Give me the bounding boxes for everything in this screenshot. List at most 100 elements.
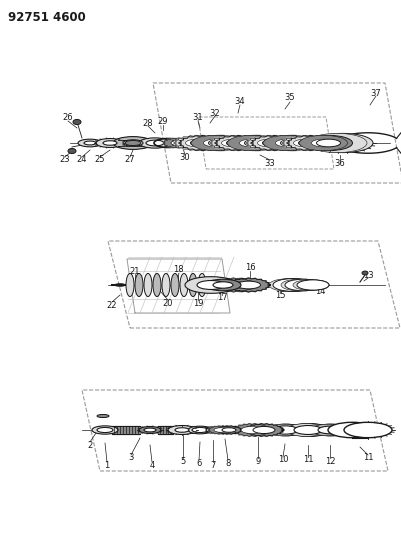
Ellipse shape	[192, 135, 239, 151]
Text: 24: 24	[77, 156, 87, 165]
Ellipse shape	[307, 133, 367, 152]
Ellipse shape	[241, 426, 263, 433]
Ellipse shape	[144, 428, 156, 432]
Ellipse shape	[222, 428, 236, 432]
Text: 21: 21	[130, 266, 140, 276]
Polygon shape	[174, 135, 221, 151]
Ellipse shape	[344, 422, 392, 438]
Ellipse shape	[313, 133, 373, 152]
Ellipse shape	[267, 424, 303, 436]
Ellipse shape	[297, 280, 329, 290]
Ellipse shape	[197, 280, 225, 289]
Text: 34: 34	[235, 96, 245, 106]
Ellipse shape	[103, 141, 117, 145]
Polygon shape	[178, 135, 227, 151]
Text: 30: 30	[180, 154, 190, 163]
Text: 20: 20	[163, 298, 173, 308]
Text: 5: 5	[180, 456, 186, 465]
Ellipse shape	[203, 139, 227, 147]
Polygon shape	[282, 135, 330, 151]
Ellipse shape	[139, 138, 171, 148]
Ellipse shape	[185, 277, 237, 293]
Ellipse shape	[237, 281, 261, 289]
Ellipse shape	[294, 425, 322, 434]
Ellipse shape	[162, 273, 170, 296]
Text: 11: 11	[303, 456, 313, 464]
Polygon shape	[211, 278, 255, 292]
Ellipse shape	[245, 139, 269, 147]
Ellipse shape	[294, 139, 318, 147]
Text: 33: 33	[265, 158, 275, 167]
Text: 36: 36	[334, 158, 345, 167]
Ellipse shape	[275, 139, 300, 147]
Text: 10: 10	[278, 456, 288, 464]
Ellipse shape	[328, 422, 376, 438]
Ellipse shape	[293, 280, 325, 290]
Text: 37: 37	[371, 88, 381, 98]
Ellipse shape	[314, 424, 350, 436]
Ellipse shape	[310, 424, 346, 436]
Ellipse shape	[285, 279, 321, 291]
Ellipse shape	[203, 427, 223, 433]
Ellipse shape	[304, 135, 352, 151]
Text: 3: 3	[128, 454, 134, 463]
Ellipse shape	[153, 273, 161, 296]
Ellipse shape	[269, 424, 304, 436]
Ellipse shape	[269, 135, 316, 151]
Ellipse shape	[288, 424, 328, 437]
Ellipse shape	[175, 428, 189, 432]
Ellipse shape	[198, 273, 206, 296]
Ellipse shape	[115, 284, 125, 286]
Ellipse shape	[281, 139, 304, 147]
Text: 28: 28	[143, 118, 153, 127]
Ellipse shape	[192, 427, 208, 433]
Text: 2: 2	[87, 440, 93, 449]
Ellipse shape	[273, 279, 313, 292]
Polygon shape	[171, 138, 203, 148]
Text: 1: 1	[104, 461, 109, 470]
Ellipse shape	[300, 135, 348, 151]
Ellipse shape	[68, 148, 76, 154]
Ellipse shape	[190, 139, 215, 147]
Polygon shape	[232, 424, 272, 437]
Ellipse shape	[263, 135, 312, 151]
Ellipse shape	[318, 426, 342, 434]
Polygon shape	[244, 424, 284, 437]
Ellipse shape	[96, 139, 124, 148]
Ellipse shape	[239, 139, 263, 147]
Text: 23: 23	[60, 156, 70, 165]
Text: 22: 22	[107, 301, 117, 310]
Polygon shape	[158, 426, 173, 434]
Ellipse shape	[205, 279, 241, 291]
Ellipse shape	[189, 273, 197, 296]
Polygon shape	[163, 138, 195, 148]
Ellipse shape	[209, 139, 233, 147]
Ellipse shape	[286, 424, 326, 437]
Ellipse shape	[253, 426, 275, 433]
Text: 15: 15	[275, 292, 285, 301]
Ellipse shape	[188, 426, 212, 434]
Text: 31: 31	[193, 114, 203, 123]
Text: 25: 25	[95, 156, 105, 165]
Text: 19: 19	[193, 298, 203, 308]
Text: 26: 26	[63, 114, 73, 123]
Polygon shape	[208, 426, 234, 434]
Ellipse shape	[214, 428, 228, 432]
Text: 29: 29	[158, 117, 168, 125]
Ellipse shape	[297, 280, 329, 290]
Ellipse shape	[272, 426, 298, 434]
Ellipse shape	[265, 424, 302, 436]
Text: 11: 11	[363, 454, 373, 463]
Ellipse shape	[146, 140, 164, 146]
Ellipse shape	[84, 141, 96, 145]
Ellipse shape	[113, 136, 153, 149]
Ellipse shape	[312, 139, 336, 147]
Text: 35: 35	[285, 93, 295, 102]
Text: 18: 18	[173, 265, 183, 274]
Ellipse shape	[179, 140, 195, 146]
Polygon shape	[215, 135, 263, 151]
Ellipse shape	[281, 279, 317, 291]
Ellipse shape	[92, 426, 118, 434]
Ellipse shape	[257, 139, 282, 147]
Ellipse shape	[171, 140, 187, 146]
